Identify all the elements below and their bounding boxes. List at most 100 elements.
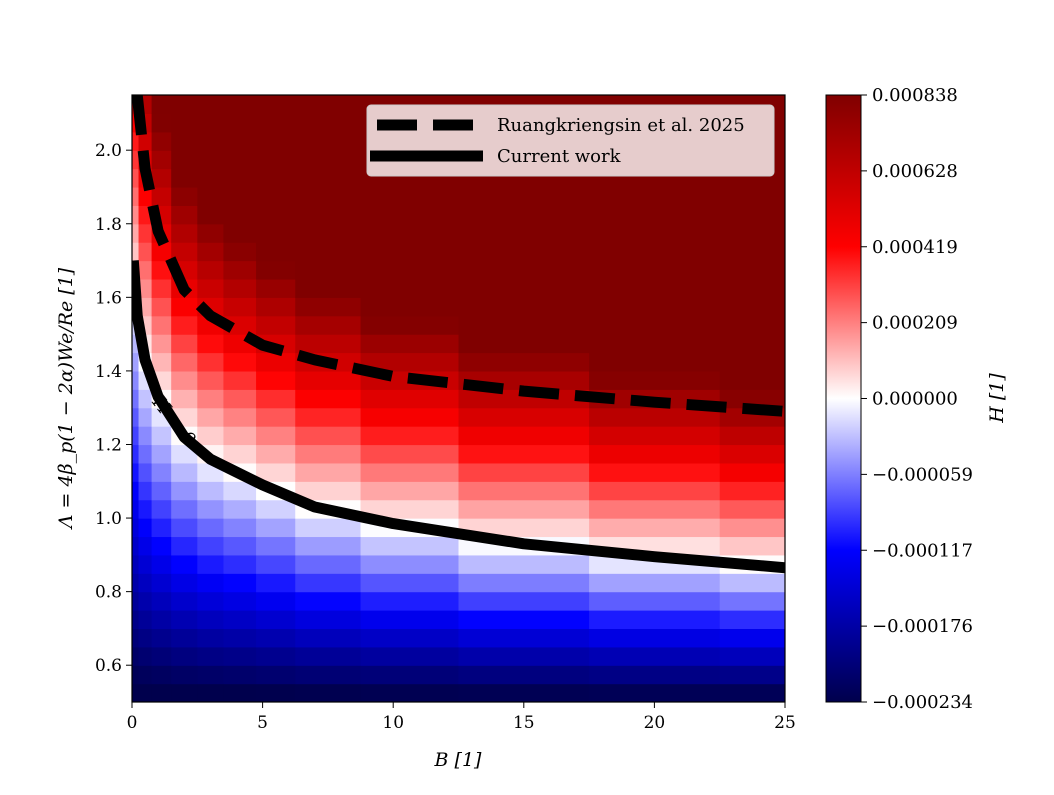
y-tick-label: 1.0 xyxy=(95,509,122,529)
heatmap-cell xyxy=(719,665,785,685)
heatmap-cell xyxy=(458,628,590,648)
heatmap-cell xyxy=(132,646,140,666)
heatmap-cell xyxy=(360,591,460,611)
x-axis: 0 5 10 15 20 25 xyxy=(127,702,796,733)
heatmap-cell xyxy=(256,499,296,519)
heatmap-cell xyxy=(223,665,257,685)
heatmap-cell xyxy=(295,554,362,574)
heatmap-cell xyxy=(360,315,460,335)
heatmap-cell xyxy=(589,186,721,206)
heatmap-cell xyxy=(197,610,225,630)
heatmap-cell xyxy=(151,95,172,114)
heatmap-cell xyxy=(223,518,257,538)
legend-label-ruangkriengsin: Ruangkriengsin et al. 2025 xyxy=(497,115,745,136)
heatmap-cell xyxy=(360,260,460,280)
heatmap-cell xyxy=(171,131,198,151)
heatmap-cell xyxy=(256,168,296,188)
heatmap-cell xyxy=(197,628,225,648)
heatmap-cell xyxy=(223,352,257,372)
heatmap-cell xyxy=(360,297,460,317)
colorbar xyxy=(825,94,862,703)
heatmap-cell xyxy=(458,426,590,446)
heatmap-cell xyxy=(223,646,257,666)
heatmap-cell xyxy=(197,646,225,666)
heatmap-cell xyxy=(132,683,140,702)
heatmap-cell xyxy=(151,462,172,482)
legend: Ruangkriengsin et al. 2025 Current work xyxy=(366,104,775,177)
heatmap-cell xyxy=(197,389,225,409)
heatmap-cell xyxy=(197,113,225,133)
heatmap-cell xyxy=(589,297,721,317)
heatmap-cell xyxy=(171,95,198,114)
heatmap-cell xyxy=(360,352,460,372)
heatmap-cell xyxy=(295,573,362,593)
heatmap-cell xyxy=(458,352,590,372)
heatmap-cell xyxy=(151,168,172,188)
heatmap-cell xyxy=(458,407,590,427)
heatmap-cell xyxy=(138,223,153,243)
heatmap-cell xyxy=(138,683,153,702)
heatmap-cell xyxy=(295,95,362,114)
heatmap-cell xyxy=(138,260,153,280)
heatmap-cell xyxy=(138,536,153,556)
heatmap-cell xyxy=(256,95,296,114)
heatmap-cell xyxy=(138,444,153,464)
heatmap-cell xyxy=(256,518,296,538)
heatmap-cell xyxy=(458,518,590,538)
heatmap-cell xyxy=(223,242,257,262)
heatmap-cell xyxy=(256,131,296,151)
colorbar-tick-label: 0.000838 xyxy=(872,85,958,106)
heatmap-cell xyxy=(132,536,140,556)
heatmap-cell xyxy=(256,407,296,427)
colorbar-ticks: 0.000838 0.000628 0.000419 0.000209 0.000000… xyxy=(861,85,973,713)
heatmap-cell xyxy=(458,573,590,593)
heatmap-cell xyxy=(719,683,785,702)
heatmap-cell xyxy=(223,499,257,519)
legend-label-current-work: Current work xyxy=(497,146,622,167)
heatmap-cell xyxy=(256,113,296,133)
heatmap-cell xyxy=(223,223,257,243)
heatmap-cell xyxy=(719,352,785,372)
y-tick-label: 2.0 xyxy=(95,141,122,161)
heatmap-cell xyxy=(138,665,153,685)
heatmap-cell xyxy=(360,499,460,519)
heatmap-cell xyxy=(197,536,225,556)
heatmap-cell xyxy=(171,113,198,133)
heatmap-cell xyxy=(458,646,590,666)
heatmap-cell xyxy=(360,665,460,685)
heatmap-cell xyxy=(719,481,785,501)
heatmap-cell xyxy=(589,665,721,685)
heatmap-cell xyxy=(295,370,362,390)
heatmap-cells xyxy=(132,95,785,702)
heatmap-cell xyxy=(719,573,785,593)
heatmap-cell xyxy=(458,554,590,574)
heatmap-cell xyxy=(223,610,257,630)
heatmap-cell xyxy=(589,370,721,390)
heatmap-cell xyxy=(132,223,140,243)
colorbar-tick-label: −0.000176 xyxy=(872,616,973,637)
heatmap-cell xyxy=(295,297,362,317)
y-tick-label: 1.8 xyxy=(95,215,122,235)
colorbar-tick-label: −0.000234 xyxy=(872,692,973,713)
x-tick-label: 5 xyxy=(257,713,268,733)
heatmap-cell xyxy=(223,444,257,464)
heatmap-cell xyxy=(132,462,140,482)
heatmap-cell xyxy=(589,444,721,464)
heatmap-cell xyxy=(719,260,785,280)
heatmap-cell xyxy=(719,518,785,538)
heatmap-cell xyxy=(589,628,721,648)
heatmap-cell xyxy=(151,665,172,685)
heatmap-cell xyxy=(295,444,362,464)
heatmap-cell xyxy=(256,370,296,390)
heatmap-cell xyxy=(223,260,257,280)
heatmap-cell xyxy=(589,352,721,372)
heatmap-cell xyxy=(295,242,362,262)
heatmap-cell xyxy=(295,462,362,482)
heatmap-cell xyxy=(256,591,296,611)
heatmap-cell xyxy=(197,278,225,298)
heatmap-cell xyxy=(295,610,362,630)
heatmap-cell xyxy=(197,407,225,427)
heatmap-cell xyxy=(223,278,257,298)
heatmap-cell xyxy=(197,591,225,611)
